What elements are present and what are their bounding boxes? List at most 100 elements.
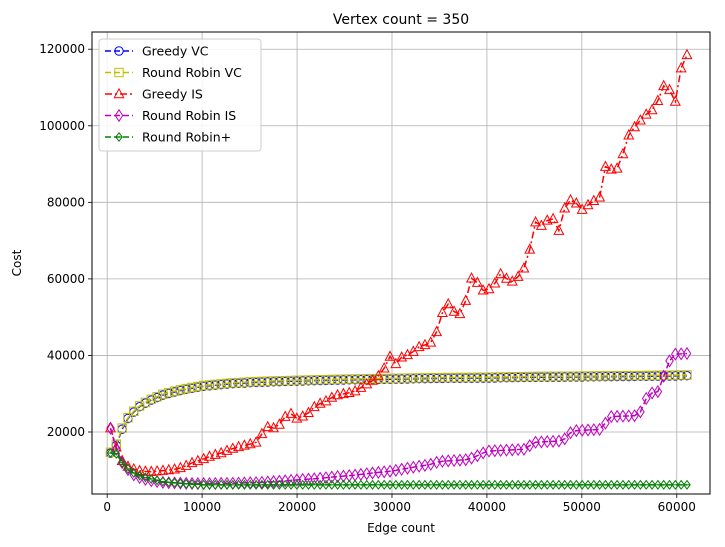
data-point (547, 212, 559, 224)
data-point (502, 443, 511, 457)
data-point (508, 479, 517, 490)
data-point (624, 479, 633, 490)
data-point (152, 392, 162, 402)
data-point (357, 479, 365, 490)
series-round-robin-vc (105, 370, 692, 457)
data-point (182, 478, 191, 489)
ticks: 0 10000 20000 30000 40000 50000 60000 20000 4000… (39, 42, 696, 514)
data-point (426, 373, 436, 383)
data-point (454, 307, 466, 319)
data-point (606, 371, 616, 381)
data-point (612, 371, 622, 381)
data-point (467, 479, 476, 490)
data-point (611, 162, 623, 173)
data-point (245, 377, 255, 387)
data-point (630, 479, 639, 490)
data-point (542, 435, 552, 449)
data-point (473, 479, 482, 490)
data-point (537, 435, 546, 449)
y-tick-label: 100000 (39, 119, 85, 133)
data-point (537, 479, 546, 490)
data-point (262, 420, 274, 432)
data-point (252, 479, 260, 490)
data-point (327, 479, 336, 490)
data-point (495, 267, 507, 279)
data-point (594, 191, 606, 202)
data-point (570, 197, 582, 208)
data-point (485, 479, 493, 490)
legend-item: Round Robin VC (105, 65, 242, 80)
data-point (302, 406, 315, 418)
data-point (350, 374, 360, 384)
data-point (630, 409, 639, 423)
data-point (380, 479, 389, 490)
data-point (659, 369, 668, 383)
data-point (293, 479, 301, 490)
data-point (524, 243, 536, 254)
data-point (530, 215, 542, 227)
data-point (228, 378, 238, 388)
data-point (671, 347, 680, 361)
data-point (490, 479, 499, 490)
data-point (263, 376, 273, 386)
data-point (502, 479, 511, 490)
data-point (583, 423, 593, 437)
data-point (495, 372, 506, 382)
data-point (379, 373, 389, 384)
data-point (349, 384, 361, 396)
x-tick-label: 50000 (563, 500, 601, 514)
data-point (437, 372, 448, 383)
data-point (285, 407, 297, 418)
data-point (536, 371, 547, 382)
data-point (548, 434, 558, 448)
legend-label: Round Robin+ (142, 130, 231, 145)
x-tick-label: 20000 (278, 500, 316, 514)
data-point (530, 371, 541, 382)
data-point (228, 479, 237, 490)
data-point (560, 479, 569, 490)
data-point (436, 306, 448, 317)
data-point (641, 391, 651, 406)
data-point (455, 372, 465, 383)
data-point (217, 479, 225, 490)
data-point (310, 479, 319, 490)
data-point (572, 424, 581, 438)
data-point (351, 479, 359, 490)
data-point (443, 454, 453, 468)
data-point (629, 120, 641, 132)
x-tick-label: 10000 (183, 500, 221, 514)
data-point (501, 372, 512, 382)
series-line (109, 374, 687, 454)
data-point (449, 372, 459, 383)
data-point (594, 371, 605, 381)
data-point (507, 443, 517, 457)
data-point (164, 477, 173, 488)
data-point (118, 457, 126, 468)
data-point (583, 371, 593, 381)
y-tick-label: 40000 (47, 348, 85, 362)
data-point (339, 479, 348, 490)
legend-item: Greedy VC (105, 44, 209, 59)
data-point (117, 456, 127, 470)
data-point (466, 372, 477, 383)
data-point (484, 444, 494, 458)
data-point (589, 371, 599, 381)
data-point (216, 379, 226, 389)
legend-marker (114, 67, 124, 78)
data-point (157, 464, 169, 475)
data-point (617, 147, 629, 159)
data-point (392, 479, 400, 490)
data-point (204, 380, 215, 390)
data-point (117, 423, 127, 433)
data-point (421, 479, 429, 490)
data-point (211, 479, 220, 490)
data-point (281, 479, 290, 490)
data-point (675, 61, 687, 73)
data-point (450, 479, 458, 490)
data-point (304, 479, 313, 490)
data-point (525, 439, 535, 453)
data-point (140, 397, 151, 408)
data-point (635, 370, 646, 381)
data-point (560, 432, 569, 446)
data-point (588, 194, 600, 206)
